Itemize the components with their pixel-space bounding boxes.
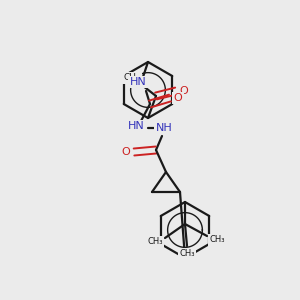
Text: O: O	[180, 86, 188, 96]
Text: CH₃: CH₃	[147, 238, 163, 247]
Text: CH₃: CH₃	[209, 236, 225, 244]
Text: HN: HN	[128, 121, 144, 131]
Text: O: O	[122, 147, 130, 157]
Text: HN: HN	[130, 77, 146, 87]
Text: CH₃: CH₃	[179, 250, 195, 259]
Text: O: O	[174, 93, 182, 103]
Text: CH₃: CH₃	[124, 74, 140, 82]
Text: NH: NH	[156, 123, 172, 133]
